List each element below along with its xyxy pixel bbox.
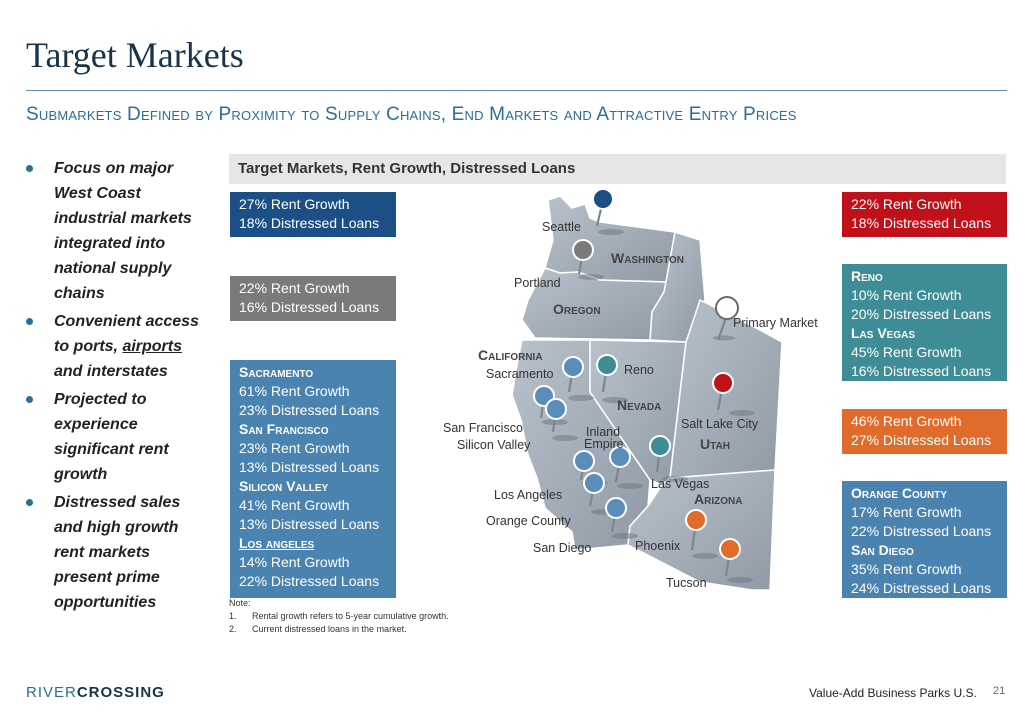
bullet-item: Projected to experience significant rent… (26, 387, 211, 487)
city-label-salt-lake-city: Salt Lake City (681, 417, 759, 431)
footnote-item: 1. Rental growth refers to 5-year cumulat… (229, 611, 449, 621)
city-label-portland: Portland (514, 276, 561, 290)
reno-vegas-stats-box: Reno 10% Rent Growth 20% Distressed Loan… (842, 264, 1007, 381)
california-stats-box: Sacramento 61% Rent Growth 23% Distresse… (230, 360, 396, 598)
legend-primary-market-label: Primary Market (733, 316, 818, 330)
seattle-pin-icon (592, 188, 614, 210)
state-label-washington: Washington (611, 250, 685, 266)
silicon-valley-pin-icon (545, 398, 567, 420)
sacramento-pin-icon (562, 356, 584, 378)
portland-stats-box: 22% Rent Growth 16% Distressed Loans (230, 276, 396, 321)
city-label-orange-county: Orange County (486, 514, 571, 528)
tucson-pin-icon (719, 538, 741, 560)
city-label-empire: Empire (584, 437, 624, 451)
orange-county-pin-icon (583, 472, 605, 494)
title-divider (26, 90, 1007, 91)
bullet-item: Convenient access to ports, airports and… (26, 309, 211, 384)
city-label-san-francisco: San Francisco (443, 421, 523, 435)
footer-text: Value-Add Business Parks U.S. (809, 686, 977, 700)
seattle-stats-box: 27% Rent Growth 18% Distressed Loans (230, 192, 396, 237)
san-diego-pin-icon (605, 497, 627, 519)
city-label-reno: Reno (624, 363, 654, 377)
map-header-bar: Target Markets, Rent Growth, Distressed … (229, 154, 1006, 184)
primary-market-legend-pin-icon (715, 296, 739, 320)
footnotes: Note: 1. Rental growth refers to 5-year c… (229, 597, 449, 636)
market-name: Orange County (851, 485, 948, 501)
las-vegas-pin-icon (649, 435, 671, 457)
orange-sd-stats-box: Orange County 17% Rent Growth 22% Distre… (842, 481, 1007, 598)
page-title: Target Markets (26, 35, 244, 75)
page-subtitle: Submarkets Defined by Proximity to Suppl… (26, 104, 797, 125)
city-label-los-angeles: Los Angeles (494, 488, 563, 502)
company-logo: RIVERCROSSING (26, 684, 165, 701)
state-label-arizona: Arizona (694, 491, 743, 507)
city-label-inland: Inland (586, 425, 621, 439)
los-angeles-pin-icon (573, 450, 595, 472)
bullet-dot-icon (26, 318, 33, 325)
bullet-list: Focus on major West Coast industrial mar… (26, 156, 211, 618)
state-label-nevada: Nevada (617, 397, 662, 413)
state-label-oregon: Oregon (553, 301, 601, 317)
state-label-utah: Utah (700, 436, 730, 452)
market-name: Los angeles (239, 535, 315, 551)
notes-heading: Note: (229, 598, 251, 608)
city-label-silicon-valley: Silicon Valley (457, 438, 531, 452)
footnote-item: 2. Current distressed loans in the market… (229, 624, 407, 634)
city-label-phoenix: Phoenix (635, 539, 681, 553)
arizona-state-shape (627, 469, 776, 591)
arizona-stats-box: 46% Rent Growth 27% Distressed Loans (842, 409, 1007, 454)
bullet-dot-icon (26, 165, 33, 172)
reno-pin-icon (596, 354, 618, 376)
airports-link[interactable]: airports (122, 338, 183, 355)
city-label-tucson: Tucson (666, 576, 707, 590)
inland-empire-pin-icon (609, 446, 631, 468)
page-number: 21 (993, 685, 1006, 697)
city-label-las-vegas: Las Vegas (651, 477, 710, 491)
phoenix-pin-icon (685, 509, 707, 531)
market-name: San Francisco (239, 421, 329, 437)
city-label-seattle: Seattle (542, 220, 581, 234)
map-header-label: Target Markets, Rent Growth, Distressed … (238, 160, 576, 177)
market-name: Reno (851, 268, 883, 284)
market-name: Las Vegas (851, 325, 916, 341)
salt-lake-stats-box: 22% Rent Growth 18% Distressed Loans (842, 192, 1007, 237)
bullet-item: Focus on major West Coast industrial mar… (26, 156, 211, 306)
market-name: Silicon Valley (239, 478, 329, 494)
state-label-california: California (478, 347, 543, 363)
bullet-item: Distressed sales and high growth rent ma… (26, 490, 211, 615)
salt-lake-city-pin-icon (712, 372, 734, 394)
washington-state-shape (544, 195, 676, 283)
bullet-dot-icon (26, 499, 33, 506)
market-name: San Diego (851, 542, 914, 558)
portland-pin-icon (572, 239, 594, 261)
city-label-sacramento: Sacramento (486, 367, 554, 381)
city-label-san-diego: San Diego (533, 541, 592, 555)
bullet-dot-icon (26, 396, 33, 403)
market-name: Sacramento (239, 364, 314, 380)
